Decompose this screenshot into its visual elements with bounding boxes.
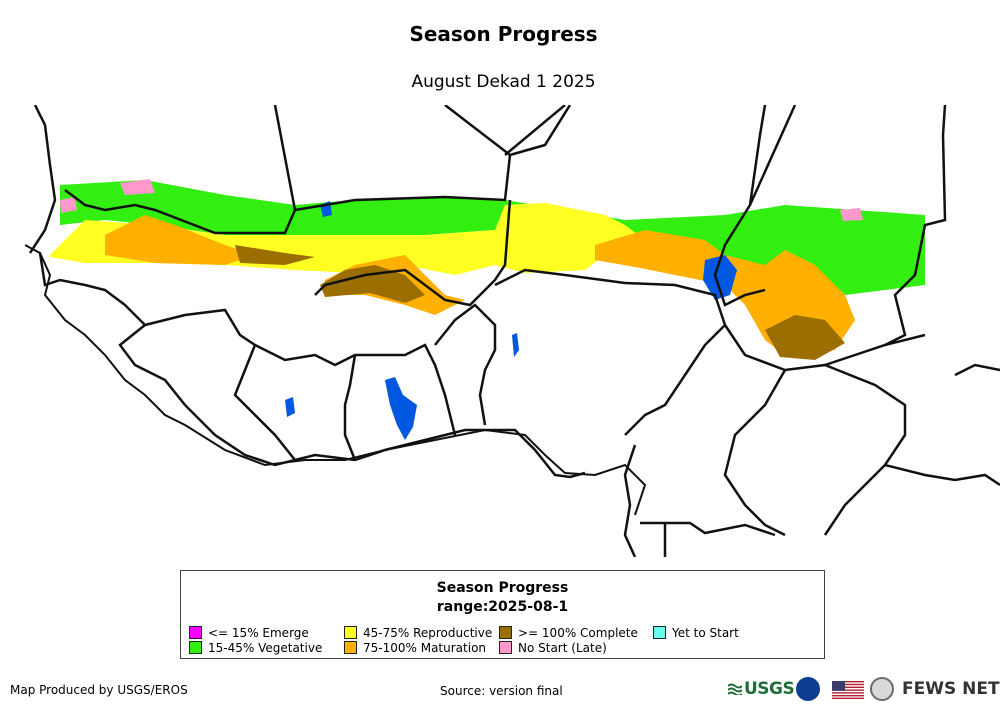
legend-item-maturation: 75-100% Maturation bbox=[344, 641, 486, 655]
country-borders bbox=[28, 105, 1000, 557]
produced-by-text: Map Produced by USGS/EROS bbox=[10, 683, 188, 697]
fews-net-logo: FEWS NET bbox=[902, 679, 1000, 699]
map-subtitle: August Dekad 1 2025 bbox=[411, 72, 596, 92]
legend-swatch bbox=[344, 626, 357, 639]
legend-item-reproductive: 45-75% Reproductive bbox=[344, 626, 492, 640]
legend-item-emerge: <= 15% Emerge bbox=[189, 626, 309, 640]
legend-item-complete: >= 100% Complete bbox=[499, 626, 638, 640]
state-dept-seal-icon bbox=[870, 677, 894, 701]
source-text: Source: version final bbox=[440, 684, 563, 698]
us-flag-icon bbox=[832, 681, 864, 699]
no-start-late-region bbox=[60, 179, 863, 221]
legend-swatch bbox=[499, 641, 512, 654]
legend-item-yet-to-start: Yet to Start bbox=[653, 626, 739, 640]
vegetative-region bbox=[60, 180, 925, 295]
legend-swatch bbox=[189, 626, 202, 639]
coastline bbox=[25, 244, 647, 516]
legend: Season Progress range:2025-08-1 <= 15% E… bbox=[180, 570, 825, 659]
legend-range: range:2025-08-1 bbox=[436, 599, 569, 615]
complete-region bbox=[235, 245, 845, 360]
legend-swatch bbox=[344, 641, 357, 654]
usgs-logo-icon: USGS bbox=[728, 679, 795, 699]
legend-title: Season Progress bbox=[436, 580, 569, 596]
water-bodies bbox=[285, 201, 737, 440]
nasa-logo-icon bbox=[796, 677, 820, 701]
usgs-wave-icon bbox=[728, 683, 742, 695]
legend-item-vegetative: 15-45% Vegetative bbox=[189, 641, 322, 655]
legend-swatch bbox=[189, 641, 202, 654]
legend-item-no-start-late: No Start (Late) bbox=[499, 641, 607, 655]
legend-swatch bbox=[499, 626, 512, 639]
season-progress-map bbox=[25, 105, 1000, 557]
logo-bar: USGS FEWS NET bbox=[728, 675, 1000, 705]
map-title: Season Progress bbox=[409, 22, 598, 46]
legend-swatch bbox=[653, 626, 666, 639]
